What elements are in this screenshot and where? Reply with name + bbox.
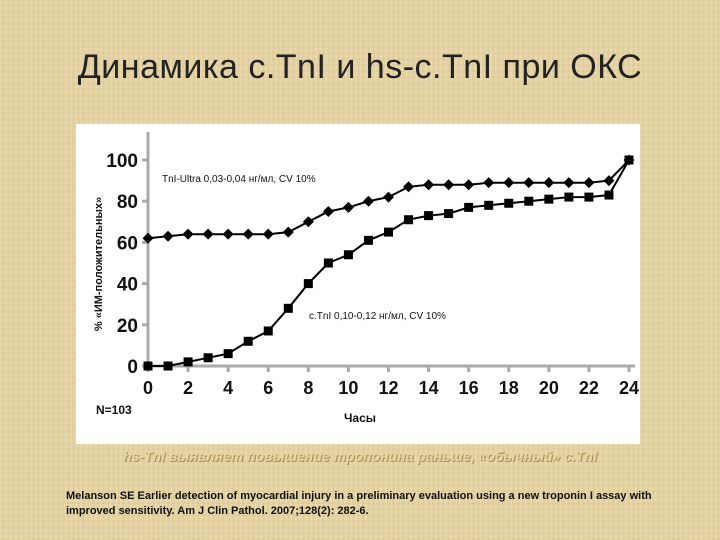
chart-series [142,154,635,371]
data-point-square [444,209,454,219]
data-point-diamond [142,232,154,244]
data-point-square [243,336,253,346]
x-tick-label: 14 [419,378,439,398]
series-line-1 [148,159,630,367]
data-point-square [544,194,554,204]
y-tick-label: 40 [117,275,138,296]
x-tick-label: 8 [303,378,313,398]
series-label-ctni: c.TnI 0,10-0,12 нг/мл, CV 10% [309,311,446,322]
data-point-diamond [403,181,415,193]
x-tick-label: 20 [539,378,559,398]
data-point-square [183,357,193,367]
x-tick-label: 6 [263,378,273,398]
reference-citation: Melanson SE Earlier detection of myocard… [66,490,652,517]
data-point-square [624,155,634,165]
x-tick-label: 18 [499,378,519,398]
x-tick-label: 16 [459,378,479,398]
data-point-square [283,303,293,313]
data-point-square [424,211,434,221]
data-point-square [223,349,233,359]
y-tick-label: 80 [117,192,138,213]
data-point-diamond [523,177,535,189]
data-point-square [464,202,474,212]
slide-caption: hs-TnI выявляет повышение тропонина рань… [123,448,597,464]
x-tick-label: 10 [338,378,358,398]
data-point-square [343,250,353,260]
x-axis-label: Часы [344,411,376,425]
data-point-diamond [162,230,174,242]
x-tick-label: 4 [223,378,233,398]
x-tick-label: 22 [579,378,599,398]
chart-axes [146,132,635,370]
data-point-diamond [262,228,274,240]
data-point-square [524,196,534,206]
data-point-square [604,190,614,200]
data-point-diamond [583,177,595,189]
y-tick-label: 100 [106,151,138,172]
data-point-diamond [463,179,475,191]
data-point-square [303,279,313,289]
data-point-square [363,235,373,245]
x-tick-label: 24 [619,378,639,398]
data-point-diamond [282,226,294,238]
data-point-diamond [322,206,334,217]
data-point-square [504,198,514,208]
data-point-square [263,326,273,336]
data-point-diamond [182,228,194,240]
data-point-diamond [503,177,515,189]
data-point-square [484,200,494,210]
data-point-diamond [483,177,495,189]
x-tick-label: 0 [143,378,153,398]
data-point-square [404,215,414,225]
y-tick-label: 60 [117,233,138,254]
x-tick-label: 2 [183,378,193,398]
data-point-diamond [563,177,575,189]
data-point-square [203,353,213,363]
slide-title: Динамика c.TnI и hs-c.TnI при ОКС [77,48,643,86]
y-tick-label: 0 [127,357,138,378]
sample-size-note: N=103 [96,403,132,417]
data-point-square [564,192,574,202]
data-point-diamond [202,228,214,240]
y-tick-label: 20 [117,316,138,337]
data-point-diamond [302,216,314,228]
data-point-diamond [443,179,455,191]
data-point-square [384,227,393,237]
data-point-diamond [242,228,254,240]
data-point-diamond [342,201,354,213]
y-axis-label: % «ИМ-положительных» [93,197,105,331]
data-point-diamond [362,195,374,207]
data-point-square [143,361,153,371]
data-point-square [323,258,333,268]
x-tick-label: 12 [378,378,398,398]
data-point-square [163,361,173,371]
chart-panel: 0 20 40 60 80 100 0 2 4 6 8 10 12 14 16 18 20 22 24 TnI-Ul… [76,124,640,444]
data-point-diamond [603,175,615,187]
data-point-diamond [423,179,435,191]
series-label-tni-ultra: TnI-Ultra 0,03-0,04 нг/мл, CV 10% [162,174,316,185]
data-point-diamond [383,191,394,203]
data-point-diamond [543,177,555,189]
data-point-square [584,192,594,202]
data-point-diamond [222,228,234,240]
